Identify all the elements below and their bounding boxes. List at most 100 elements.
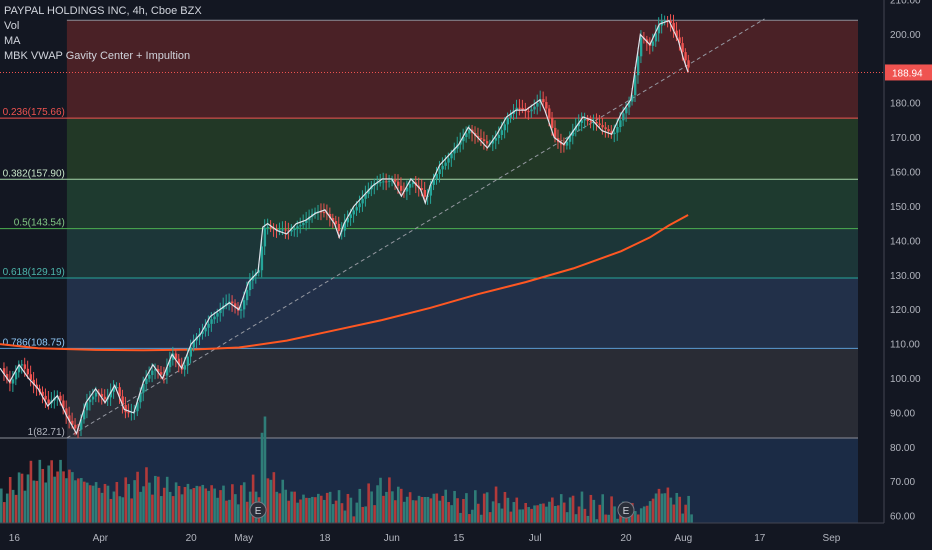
indicator-vol[interactable]: Vol [4,20,20,32]
candle [290,224,293,237]
volume-bar [50,460,53,523]
volume-bar [222,485,225,523]
candle-body [571,130,575,136]
price-axis-bg [884,0,932,550]
candle [542,91,545,108]
candle-body [148,374,151,379]
candle [521,99,524,114]
candle-body [394,179,397,182]
volume-bar [663,493,667,523]
candle-body [607,129,610,132]
volume-bar [165,476,169,523]
candle-body [482,139,486,142]
volume-bar [2,502,6,523]
price-tick-label: 100.00 [890,374,921,385]
candle-body [548,108,551,118]
volume-bar [109,498,113,523]
volume-bar [311,496,314,523]
volume-bar [183,487,187,523]
candle-body [426,195,430,197]
candle [663,15,667,26]
volume-bar [651,498,655,523]
candle [571,123,575,145]
volume-bar [423,496,427,523]
fib-zone [66,228,859,279]
volume-bar [85,482,89,523]
volume-bar [266,478,270,523]
candle [26,360,30,379]
candle-body [503,124,507,131]
candle [231,295,234,312]
candle-body [465,133,468,137]
fib-level-label: 0.786(108.75) [3,337,65,348]
price-tick-label: 170.00 [890,133,921,144]
candle [124,396,127,419]
volume-bar [174,482,178,523]
candle-body [41,391,44,396]
candle-body [468,129,471,134]
candle [65,400,68,424]
candle [358,195,361,213]
candle [305,211,308,231]
volume-bar [595,519,599,523]
candle-body [103,396,107,400]
volume-bar [68,469,71,523]
volume-bar [580,491,584,523]
volume-bar [35,480,39,523]
price-tick-label: 120.00 [890,305,921,316]
volume-bar [112,491,116,523]
candle [293,224,296,237]
volume-bar [441,495,445,523]
volume-bar [479,514,483,523]
symbol-title[interactable]: PAYPAL HOLDINGS INC, 4h, Cboe BZX [4,5,202,17]
volume-bar [47,465,51,523]
time-tick-label: Sep [823,533,841,544]
candle-body [364,193,367,199]
volume-bar [278,493,282,523]
candle [382,172,385,190]
candle-body [192,340,195,348]
candle-body [65,408,68,416]
candle [121,389,124,414]
volume-bar [551,497,554,523]
candle-body [462,136,465,142]
candle-body [382,181,385,183]
volume-bar [506,497,510,523]
candle-body [447,158,450,163]
candle-body [201,331,204,334]
indicator-vwap[interactable]: MBK VWAP Gavity Center + Impultion [4,50,191,62]
candle-body [154,368,157,371]
volume-bar [592,499,596,523]
candle-body [14,372,18,380]
candle-body [438,169,441,175]
candle-body [681,43,684,53]
volume-bar [239,485,243,523]
volume-bar [577,506,581,523]
candle-body [663,20,667,22]
candle-body [322,212,326,214]
volume-bar [361,506,365,523]
volume-bar [20,473,24,523]
candle [346,210,350,227]
candle-body [453,148,456,154]
volume-bar [213,488,216,523]
candle-body [242,300,246,310]
candle [595,113,598,131]
candle [394,173,397,190]
indicator-ma[interactable]: MA [4,35,21,47]
volume-bar [524,502,527,523]
volume-bar [669,497,673,523]
candle [68,406,71,429]
candle [85,393,89,419]
candle [491,135,495,152]
candle-body [337,223,341,231]
volume-bar [571,495,575,523]
candle-body [85,402,89,411]
candle [411,178,415,188]
fib-zone [66,278,859,349]
candle-body [328,213,332,218]
vwap-line [0,214,689,352]
volume-bar [74,480,77,523]
